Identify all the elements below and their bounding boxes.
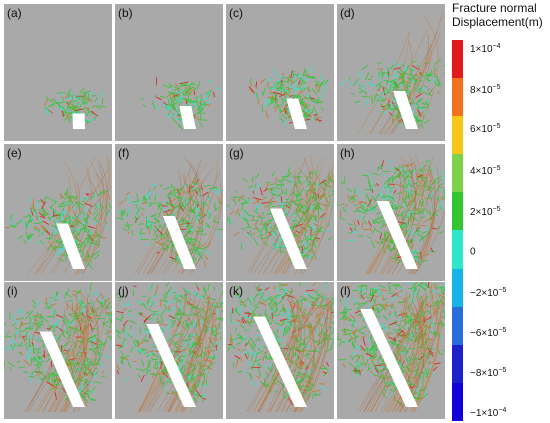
colorbar-tick-label: −1×10−4: [470, 406, 507, 420]
colorbar-tick-label: 8×10−5: [470, 83, 501, 97]
panel-e: (e): [4, 144, 112, 281]
panel-h: (h): [337, 144, 445, 281]
panel-label: (j): [118, 284, 129, 298]
fracture-field: [337, 282, 445, 413]
excavation-zone: [146, 324, 196, 407]
fracture-field: [115, 156, 223, 275]
panel-label: (b): [118, 6, 133, 20]
fracture-field: [226, 154, 334, 275]
panel-label: (f): [118, 146, 130, 160]
fracture-field: [340, 14, 445, 135]
excavation-zone: [286, 98, 307, 129]
colorbar-tick-label: 2×10−5: [470, 205, 501, 219]
panel-label: (d): [340, 6, 355, 20]
colorbar-segment: [452, 78, 463, 117]
panel-k: (k): [226, 282, 334, 419]
panel-j: (j): [115, 282, 223, 419]
fracture-field: [43, 87, 106, 129]
colorbar-tick-label: 0: [470, 246, 476, 258]
panel-l: (l): [337, 282, 445, 419]
colorbar-title-line1: Fracture normal: [452, 1, 537, 15]
panel-g: (g): [226, 144, 334, 281]
excavation-zone: [179, 106, 196, 129]
colorbar-tick-label: 4×10−5: [470, 164, 501, 178]
colorbar-tick-label: −8×10−5: [470, 366, 507, 380]
panel-label: (g): [229, 146, 244, 160]
excavation-zone: [360, 309, 418, 407]
panel-label: (a): [7, 6, 22, 20]
panel-label: (l): [340, 284, 351, 298]
fracture-field: [4, 282, 112, 413]
excavation-zone: [376, 201, 418, 269]
excavation-zone: [393, 91, 418, 129]
excavation-zone: [162, 216, 196, 269]
panel-c: (c): [226, 4, 334, 141]
fracture-field: [248, 65, 329, 129]
fracture-field: [115, 282, 223, 413]
colorbar: [452, 40, 463, 421]
colorbar-segment: [452, 268, 463, 307]
colorbar-segment: [452, 192, 463, 231]
fracture-field: [337, 155, 445, 275]
panel-label: (e): [7, 146, 22, 160]
fracture-field: [5, 155, 112, 275]
colorbar-segment: [452, 344, 463, 383]
colorbar-segment: [452, 230, 463, 269]
panel-label: (i): [7, 284, 18, 298]
excavation-zone: [56, 223, 85, 269]
colorbar-segment: [452, 382, 463, 421]
panel-b: (b): [115, 4, 223, 141]
colorbar-title: Fracture normal Displacement(m): [452, 1, 543, 29]
excavation-zone: [253, 316, 307, 407]
colorbar-tick-label: 1×10−4: [470, 42, 501, 56]
panel-a: (a): [4, 4, 112, 141]
panel-d: (d): [337, 4, 445, 141]
panel-i: (i): [4, 282, 112, 419]
panel-label: (h): [340, 146, 355, 160]
excavation-zone: [72, 113, 85, 129]
colorbar-segment: [452, 154, 463, 193]
panel-label: (k): [229, 284, 243, 298]
fracture-field: [227, 282, 334, 413]
excavation-zone: [39, 331, 85, 407]
colorbar-tick-label: −2×10−5: [470, 286, 507, 300]
colorbar-tick-label: 6×10−5: [470, 122, 501, 136]
colorbar-tick-label: −6×10−5: [470, 326, 507, 340]
panel-label: (c): [229, 6, 243, 20]
panel-f: (f): [115, 144, 223, 281]
colorbar-segment: [452, 306, 463, 345]
colorbar-segment: [452, 116, 463, 155]
colorbar-title-line2: Displacement(m): [452, 15, 543, 29]
colorbar-segment: [452, 40, 463, 79]
excavation-zone: [269, 208, 307, 269]
fracture-field: [140, 77, 221, 131]
